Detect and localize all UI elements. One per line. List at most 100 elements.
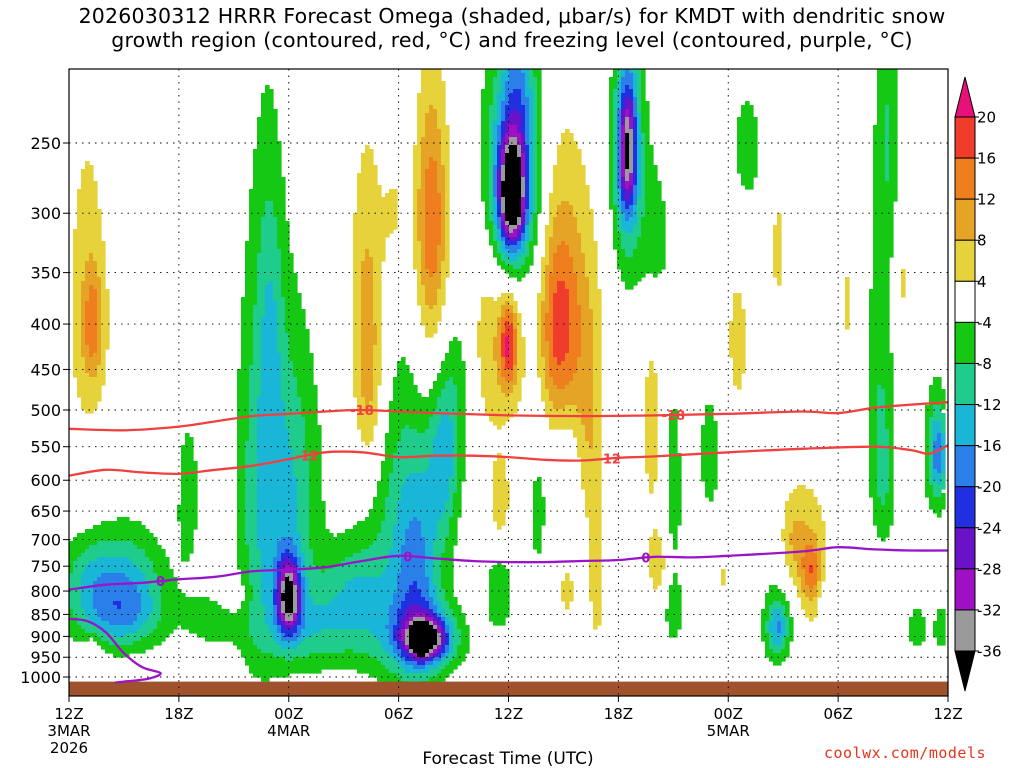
omega-cell [901,269,906,274]
colorbar-label: -28 [977,560,1002,578]
omega-cell [149,617,162,622]
omega-cell [577,301,590,306]
omega-cell [885,421,894,426]
omega-cell [517,317,522,322]
omega-cell [353,233,390,238]
omega-cell [421,589,430,594]
omega-cell [589,557,602,562]
omega-cell [493,217,498,222]
freezing-level-lower-line [69,617,162,684]
omega-cell [873,505,894,510]
omega-cell [613,93,618,98]
omega-cell [877,453,890,458]
omega-cell [617,189,622,194]
omega-cell [877,113,886,118]
omega-cell [521,189,526,194]
omega-cell [533,529,542,534]
omega-cell [77,381,106,386]
omega-cell [237,505,246,510]
omega-cell [437,537,446,542]
omega-cell [517,349,526,354]
omega-cell [525,173,530,178]
omega-cell [537,89,542,94]
omega-cell [277,241,290,246]
omega-cell [781,533,790,538]
omega-cell [501,309,506,314]
omega-cell [489,117,498,122]
omega-cell [497,221,502,226]
omega-cell [245,533,258,538]
omega-cell [365,405,370,410]
omega-cell [877,417,886,422]
omega-cell [417,297,426,302]
omega-cell [701,449,718,454]
omega-cell [453,493,462,498]
omega-cell [589,293,602,298]
omega-cell [485,401,518,406]
omega-cell [449,477,458,482]
omega-cell [581,237,594,242]
omega-cell [233,641,254,646]
omega-cell [941,441,946,446]
omega-cell [277,581,282,586]
omega-cell [397,441,434,446]
omega-cell [457,397,466,402]
omega-cell [489,165,494,170]
omega-cell [489,149,494,154]
omega-cell [401,645,406,650]
omega-cell [413,581,418,586]
credit-text[interactable]: coolwx.com/models [824,744,987,762]
omega-cell [377,489,390,494]
omega-cell [145,549,166,554]
omega-cell [493,201,498,206]
omega-cell [669,465,682,470]
omega-cell [785,637,794,642]
omega-cell [241,653,274,658]
omega-cell [517,233,522,238]
omega-cell [933,429,942,434]
omega-cell [509,145,518,150]
omega-cell [449,645,454,650]
omega-cell [621,209,634,214]
omega-cell [265,89,274,94]
omega-cell [637,181,642,186]
omega-cell [669,621,682,626]
omega-cell [537,133,542,138]
omega-cell [257,401,286,406]
omega-cell [737,129,758,134]
omega-cell [421,149,442,154]
omega-cell [237,429,250,434]
omega-cell [277,317,286,322]
omega-cell [889,149,898,154]
omega-cell [245,529,258,534]
omega-cell [301,413,318,418]
omega-cell [501,73,510,78]
omega-cell [621,225,634,230]
omega-cell [81,309,86,314]
omega-cell [641,149,646,154]
omega-cell [353,305,362,310]
omega-cell [449,653,458,658]
omega-cell [289,349,310,354]
omega-cell [885,109,890,114]
omega-cell [389,405,438,410]
omega-cell [497,333,502,338]
omega-cell [273,617,278,622]
omega-cell [445,233,450,238]
omega-cell [817,565,822,570]
omega-cell [497,369,502,374]
omega-cell [765,641,770,646]
omega-cell [445,225,450,230]
omega-cell [869,413,878,418]
omega-cell [517,217,522,222]
omega-cell [261,333,278,338]
omega-cell [501,253,506,258]
omega-cell [361,433,374,438]
omega-cell [481,361,498,366]
omega-cell [441,209,446,214]
omega-cell [885,409,894,414]
omega-cell [545,317,554,322]
omega-cell [253,637,274,642]
omega-cell [641,193,646,198]
omega-cell [869,393,878,398]
